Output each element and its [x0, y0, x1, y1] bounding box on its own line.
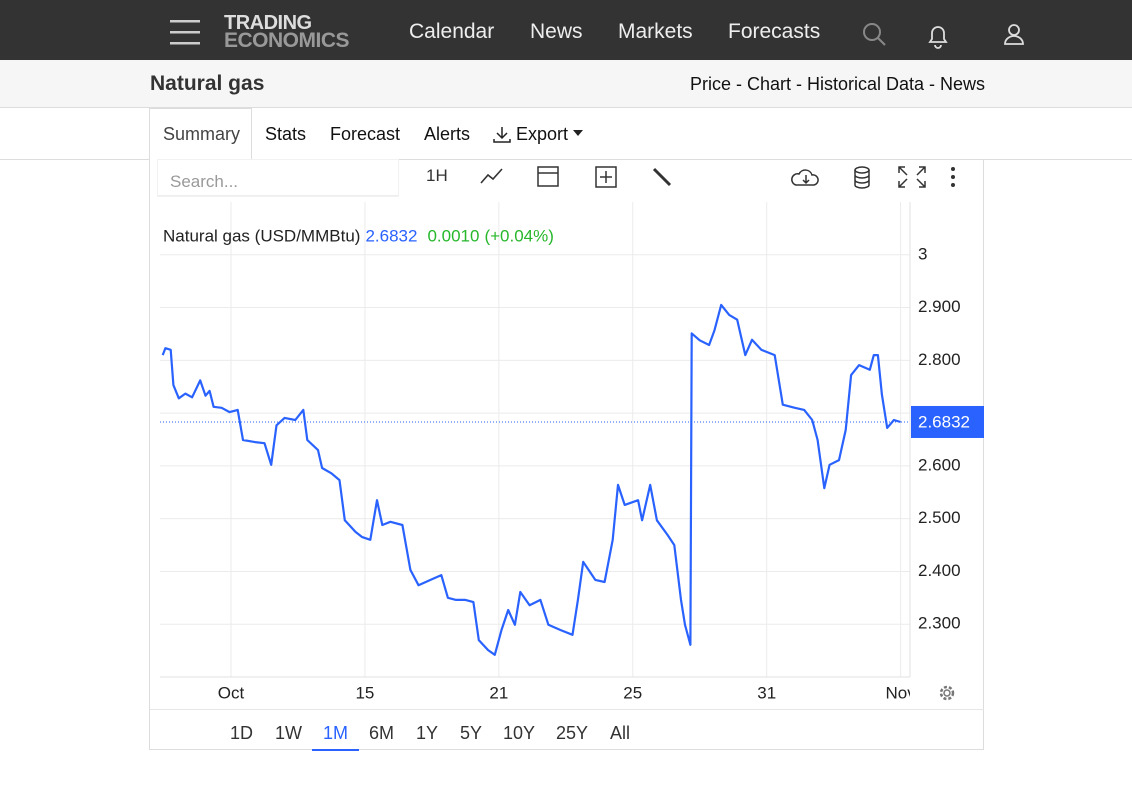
wrench-icon[interactable] [652, 167, 672, 187]
y-tick-label: 2.300 [918, 614, 961, 633]
tab[interactable]: Alerts [424, 124, 471, 144]
range-divider [150, 709, 984, 710]
tab[interactable]: Summary [163, 124, 241, 144]
x-tick-label: Nov [886, 683, 917, 702]
nav-link[interactable]: News [530, 20, 583, 43]
y-tick-label: 2.400 [918, 561, 961, 580]
sub-links[interactable]: Price - Chart - Historical Data - News [690, 74, 986, 94]
x-tick-label: 21 [489, 683, 508, 702]
chart-group: Natural gas (USD/MMBtu) 2.6832 0.0010 (+… [160, 202, 984, 702]
database-icon[interactable] [854, 166, 870, 189]
fullscreen-icon[interactable] [898, 166, 926, 188]
nav-link[interactable]: Markets [618, 20, 693, 43]
more-icon[interactable] [951, 167, 955, 187]
price-line [161, 303, 901, 656]
y-tick-label: 3 [918, 244, 927, 263]
chart-change-pct: (+0.04%) [484, 226, 553, 245]
active-range-underline [312, 749, 359, 751]
range-button[interactable]: 25Y [556, 723, 589, 743]
range-button[interactable]: 1D [230, 723, 254, 743]
range-button[interactable]: All [610, 723, 631, 743]
menu-icon[interactable] [168, 18, 202, 46]
range-button[interactable]: 1Y [416, 723, 439, 743]
tab[interactable]: Stats [265, 124, 307, 144]
interval-button[interactable]: 1H [426, 166, 448, 185]
sub-bar [0, 60, 1132, 108]
search-icon[interactable] [862, 22, 888, 48]
line-icon[interactable] [480, 168, 503, 184]
nav-link[interactable]: Forecasts [728, 20, 821, 43]
x-tick-label: 15 [355, 683, 374, 702]
tab-row [0, 108, 1132, 160]
search-placeholder: Search... [170, 172, 239, 191]
chart-panel [149, 160, 984, 750]
settings-icon[interactable] [939, 685, 955, 701]
chart-change: 0.0010 [427, 226, 479, 245]
range-button[interactable]: 1W [275, 723, 302, 743]
add-icon[interactable] [595, 166, 617, 188]
range-button[interactable]: 5Y [460, 723, 483, 743]
x-tick-label: 25 [623, 683, 642, 702]
caret [573, 130, 583, 136]
nav-link[interactable]: Calendar [409, 20, 495, 43]
chart-last-price: 2.6832 [365, 226, 417, 245]
range-button[interactable]: 1M [323, 723, 349, 743]
logo-bottom: ECONOMICS [224, 29, 350, 52]
y-tick-label: 2.500 [918, 508, 961, 527]
tab[interactable]: Forecast [330, 124, 401, 144]
download-icon [493, 127, 511, 143]
last-price-box [911, 405, 984, 438]
toolbar-icons [480, 166, 955, 189]
user-icon[interactable] [1002, 22, 1026, 48]
bell-icon[interactable] [926, 24, 950, 50]
page-title: Natural gas [150, 72, 265, 95]
active-tab-box [149, 108, 252, 161]
search-box[interactable]: Search... [158, 160, 398, 196]
x-tick-label: 31 [757, 683, 776, 702]
range-button[interactable]: 6M [369, 723, 395, 743]
chart-title: Natural gas (USD/MMBtu) [163, 226, 360, 245]
y-tick-label: 2.800 [918, 350, 961, 369]
logo-top: TRADING [224, 12, 312, 34]
cloud-icon[interactable] [791, 169, 819, 186]
y-tick-label: 2.900 [918, 297, 961, 316]
calendar-icon[interactable] [537, 166, 559, 187]
tab[interactable]: Export [516, 124, 569, 144]
x-tick-label: Oct [218, 683, 245, 702]
logo[interactable]: TRADING ECONOMICS [224, 12, 350, 52]
last-price-label: 2.6832 [918, 412, 970, 431]
x-axis-labels: Oct 15 21 25 31 Nov [218, 683, 917, 702]
y-tick-label: 2.600 [918, 455, 961, 474]
chart: Natural gas (USD/MMBtu) 2.6832 0.0010 (+… [160, 202, 984, 702]
range-button[interactable]: 10Y [503, 723, 536, 743]
